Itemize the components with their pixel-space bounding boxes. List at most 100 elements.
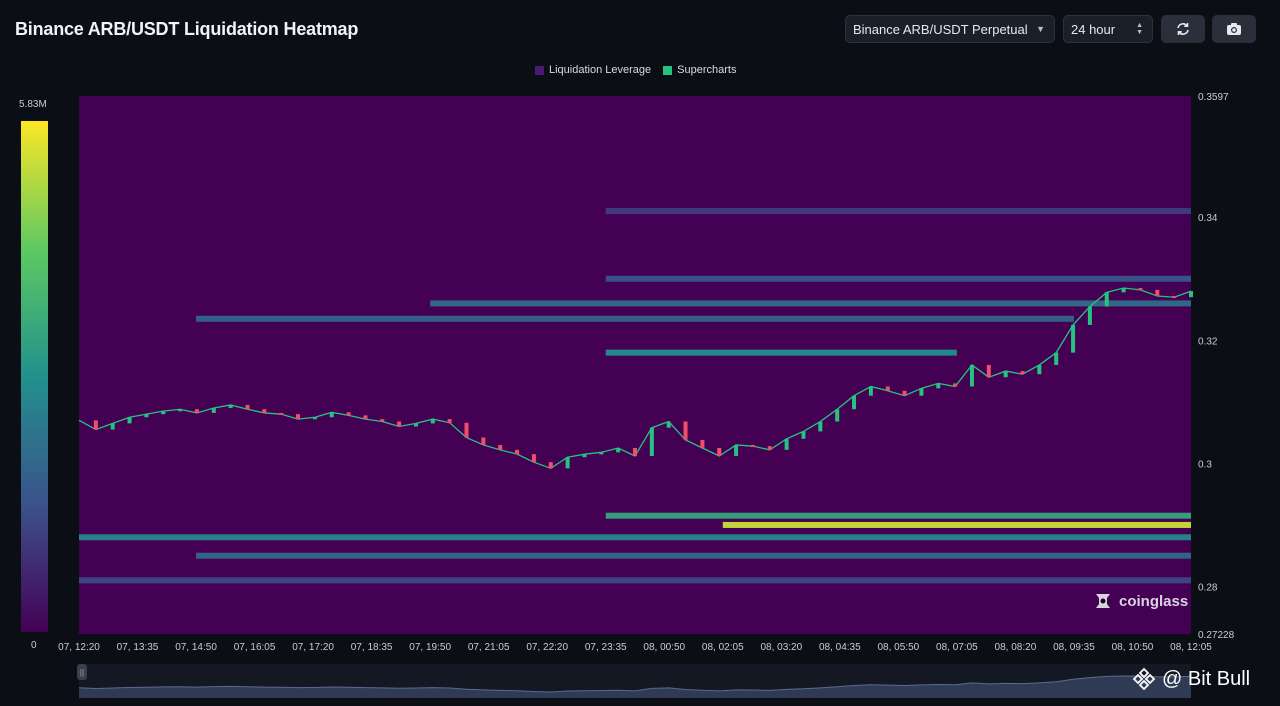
price-candle — [1054, 352, 1059, 365]
price-candle — [835, 409, 840, 422]
time-navigator[interactable] — [79, 664, 1191, 698]
price-candle — [936, 383, 941, 389]
x-tick-label: 08, 05:50 — [878, 642, 920, 653]
price-candle — [1189, 291, 1193, 298]
price-candle — [161, 411, 166, 415]
legend-swatch — [535, 65, 544, 75]
price-candle — [818, 421, 823, 432]
x-tick-label: 07, 14:50 — [175, 642, 217, 653]
price-candle — [683, 421, 688, 441]
x-tick-label: 08, 08:20 — [995, 642, 1037, 653]
price-candle — [1003, 371, 1008, 378]
price-candle — [93, 420, 98, 430]
colorbar-max-label: 5.83M — [19, 99, 47, 110]
x-tick-label: 08, 03:20 — [760, 642, 802, 653]
price-candle — [902, 390, 907, 396]
price-candle — [1087, 306, 1092, 325]
price-candle — [447, 419, 452, 423]
navigator-handle[interactable]: || — [77, 664, 87, 680]
refresh-button[interactable] — [1161, 15, 1205, 43]
legend-label: Liquidation Leverage — [549, 64, 652, 76]
x-tick-label: 07, 13:35 — [117, 642, 159, 653]
price-candle — [548, 462, 553, 469]
y-tick-label: 0.32 — [1198, 336, 1218, 347]
x-tick-label: 08, 09:35 — [1053, 642, 1095, 653]
x-tick-label: 07, 23:35 — [585, 642, 627, 653]
price-candle — [228, 404, 233, 409]
navigator-line — [79, 675, 1191, 693]
price-candle — [498, 444, 503, 450]
price-candle — [144, 414, 149, 418]
legend-swatch — [663, 65, 673, 75]
heat-band — [605, 275, 1191, 282]
x-tick-label: 07, 17:20 — [292, 642, 334, 653]
pair-select[interactable]: Binance ARB/USDT Perpetual ▼ — [845, 15, 1055, 43]
price-candle — [1138, 288, 1143, 291]
price-candle — [784, 438, 789, 450]
x-tick-label: 08, 02:05 — [702, 642, 744, 653]
price-candle — [599, 452, 604, 455]
screenshot-button[interactable] — [1212, 15, 1256, 43]
price-candle — [919, 388, 924, 396]
price-candle — [515, 449, 520, 455]
price-candle — [346, 412, 351, 416]
x-tick-label: 07, 19:50 — [409, 642, 451, 653]
price-candle — [329, 412, 334, 418]
chart-legend: Liquidation Leverage Supercharts — [535, 64, 736, 76]
price-candle — [397, 421, 402, 427]
range-select[interactable]: 24 hour ▲ ▼ — [1063, 15, 1153, 43]
price-candle — [531, 454, 536, 463]
x-tick-label: 07, 18:35 — [351, 642, 393, 653]
price-candle — [464, 422, 469, 438]
legend-label: Supercharts — [677, 64, 737, 76]
price-candle — [296, 414, 301, 420]
price-candle — [969, 364, 974, 387]
x-tick-label: 08, 07:05 — [936, 642, 978, 653]
price-candle — [565, 457, 570, 469]
refresh-icon — [1177, 23, 1189, 35]
price-candle — [767, 446, 772, 450]
heat-band — [79, 534, 1191, 541]
heat-band — [605, 208, 1191, 215]
price-candle — [245, 404, 250, 410]
price-candle — [734, 444, 739, 457]
legend-item-supercharts[interactable]: Supercharts — [663, 64, 736, 76]
legend-item-liquidation-leverage[interactable]: Liquidation Leverage — [535, 64, 651, 76]
price-candle — [666, 421, 671, 428]
price-candle — [481, 437, 486, 445]
price-candle — [582, 454, 587, 458]
heat-band — [605, 349, 957, 356]
x-tick-label: 08, 00:50 — [643, 642, 685, 653]
price-candle — [110, 423, 115, 430]
price-candle — [868, 386, 873, 396]
colorbar — [21, 121, 48, 632]
price-candle — [649, 427, 654, 457]
updown-chevron-icon: ▲ ▼ — [1136, 22, 1143, 36]
heat-band — [196, 552, 1192, 559]
price-candle — [750, 444, 755, 447]
price-candle — [1121, 288, 1126, 293]
y-tick-label: 0.34 — [1198, 213, 1218, 224]
heatmap-background — [79, 96, 1191, 634]
camera-icon — [1227, 23, 1241, 35]
y-tick-label: 0.3597 — [1198, 92, 1229, 103]
range-select-value: 24 hour — [1071, 21, 1116, 37]
coinglass-logo-icon — [1096, 594, 1110, 608]
price-candle — [885, 386, 890, 391]
heat-band — [605, 512, 1191, 519]
price-candle — [633, 448, 637, 457]
price-candle — [363, 415, 368, 420]
pair-select-value: Binance ARB/USDT Perpetual — [853, 21, 1028, 37]
heat-band — [430, 300, 1191, 307]
price-candle — [1037, 364, 1042, 375]
x-tick-label: 08, 12:05 — [1170, 642, 1212, 653]
price-candle — [127, 417, 132, 424]
binance-logo-icon — [1132, 667, 1156, 691]
watermark-text: coinglass — [1119, 592, 1189, 610]
price-candle — [801, 431, 806, 439]
price-candle — [852, 395, 857, 410]
price-candle — [717, 448, 722, 457]
x-tick-label: 07, 12:20 — [58, 642, 100, 653]
x-tick-label: 07, 21:05 — [468, 642, 510, 653]
